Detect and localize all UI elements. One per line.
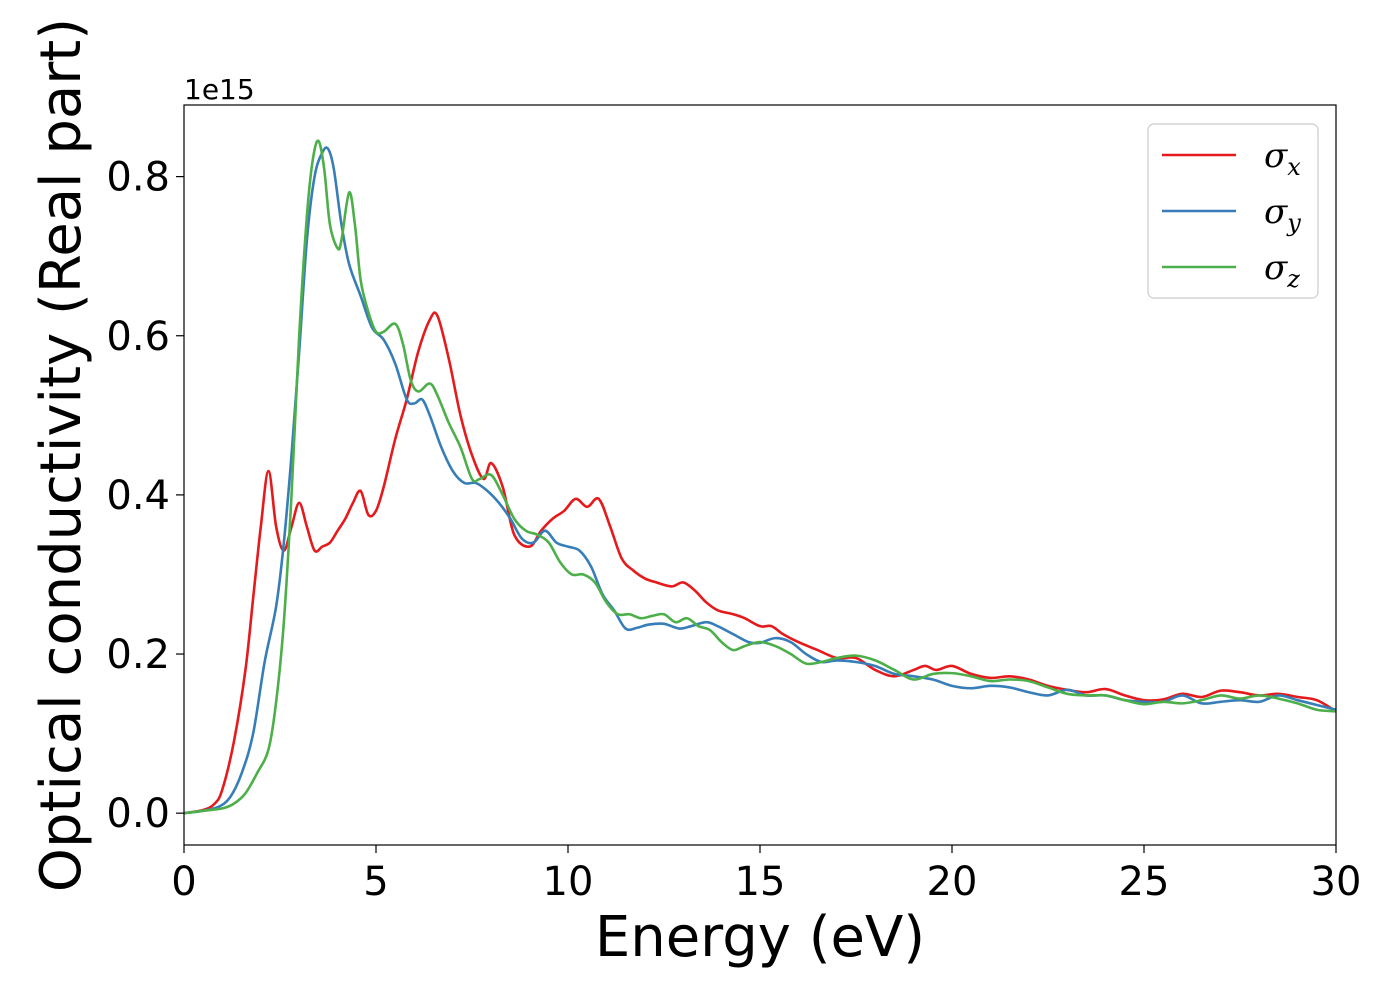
x-tick-label: 20 [927, 859, 978, 905]
legend-label-z: σz [1264, 248, 1300, 293]
legend-symbol: σ [1264, 192, 1288, 232]
y-tick-label: 0.4 [106, 473, 170, 519]
x-tick-label: 15 [735, 859, 786, 905]
legend-symbol: σ [1264, 136, 1288, 176]
x-tick-label: 25 [1119, 859, 1170, 905]
legend-subscript: x [1287, 153, 1301, 181]
legend-label-x: σx [1264, 136, 1301, 181]
x-axis: 0 5 10 15 20 25 30 [171, 845, 1361, 905]
x-tick-label: 30 [1311, 859, 1362, 905]
series-layer [184, 139, 1336, 815]
y-axis-offset-label: 1e15 [184, 73, 255, 106]
y-tick-label: 0.8 [106, 155, 170, 201]
x-tick-label: 5 [363, 859, 388, 905]
y-tick-label: 0.6 [106, 314, 170, 360]
y-axis: 0.0 0.2 0.4 0.6 0.8 [106, 155, 184, 837]
y-tick-label: 0.0 [106, 791, 170, 837]
x-axis-title: Energy (eV) [595, 905, 925, 970]
series-line-x [184, 311, 1336, 815]
legend-subscript: y [1286, 209, 1301, 237]
legend-symbol: σ [1264, 248, 1288, 288]
legend-subscript: z [1286, 265, 1300, 293]
y-tick-label: 0.2 [106, 632, 170, 678]
x-tick-label: 0 [171, 859, 196, 905]
legend-label-y: σy [1264, 192, 1301, 237]
series-line-z [184, 139, 1336, 815]
x-tick-label: 10 [543, 859, 594, 905]
y-axis-title: Optical conductivity (Real part) [29, 18, 94, 892]
